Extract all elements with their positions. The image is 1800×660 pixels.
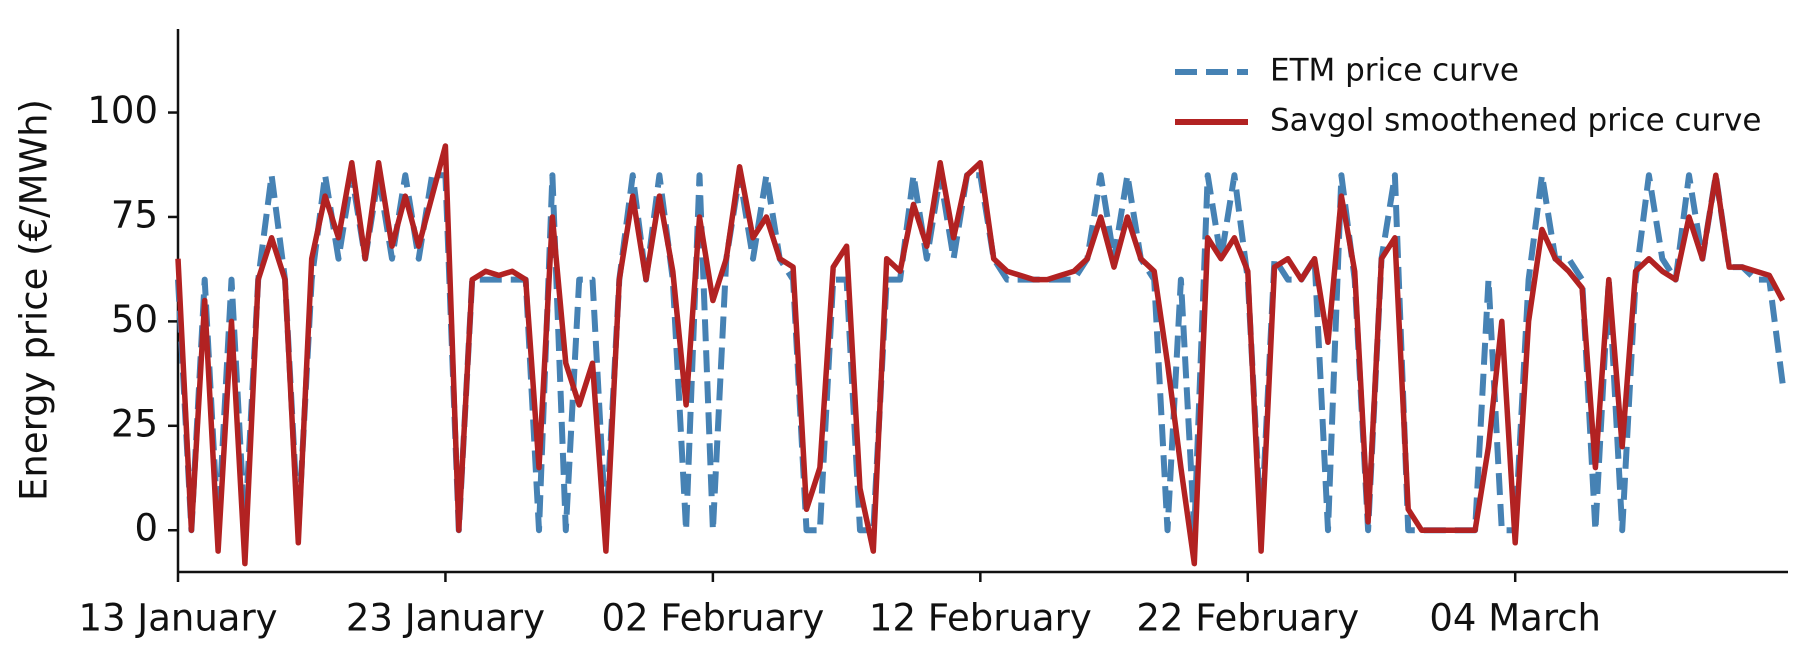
x-tick-label: 23 January xyxy=(346,597,545,640)
legend-label: ETM price curve xyxy=(1270,53,1519,89)
y-tick-label: 0 xyxy=(134,507,158,550)
x-tick-label: 12 February xyxy=(869,597,1092,640)
y-tick-label: 100 xyxy=(87,89,158,132)
line-series xyxy=(175,143,1786,567)
y-tick-label: 25 xyxy=(111,402,158,445)
x-tick-label: 04 March xyxy=(1429,597,1601,640)
x-tick-label: 22 February xyxy=(1136,597,1359,640)
legend-label: Savgol smoothened price curve xyxy=(1270,103,1761,139)
y-axis-label: Energy price (€/MWh) xyxy=(13,99,56,501)
x-tick-label: 13 January xyxy=(78,597,277,640)
x-tick-label: 02 February xyxy=(601,597,824,640)
y-tick-label: 50 xyxy=(111,298,158,341)
y-tick-label: 75 xyxy=(111,193,158,236)
